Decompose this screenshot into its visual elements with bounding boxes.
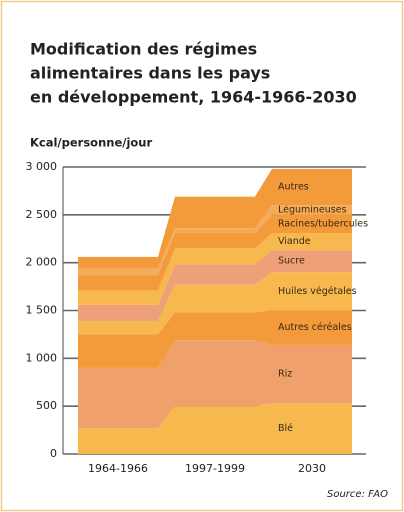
transition [255, 168, 272, 229]
transition [158, 406, 175, 454]
transition [255, 205, 272, 234]
segment [78, 275, 158, 291]
segment [272, 250, 352, 273]
segment-label: Autres [278, 182, 309, 193]
segment-label: Sucre [278, 256, 305, 267]
segment-label: Légumineuses [278, 205, 347, 216]
segment [272, 272, 352, 311]
segment-label: Racines/tubercules [278, 218, 368, 229]
segment [78, 367, 158, 429]
segment [78, 428, 158, 454]
segment [272, 214, 352, 234]
transition [158, 233, 175, 291]
transition [158, 284, 175, 335]
y-axis-label: Kcal/personne/jour [30, 136, 152, 150]
transition [158, 264, 175, 322]
x-tick-label: 2030 [298, 462, 326, 475]
segment [175, 264, 255, 285]
transition [158, 196, 175, 269]
segment [175, 284, 255, 313]
segment [78, 334, 158, 368]
transition [158, 228, 175, 276]
segment-label: Blé [278, 423, 293, 434]
segment [272, 310, 352, 345]
segment [175, 248, 255, 265]
transition [255, 403, 272, 454]
chart-title: en développement, 1964-1966-2030 [30, 88, 357, 107]
transition [255, 250, 272, 285]
segment [272, 344, 352, 404]
segment-label: Huiles végétales [278, 286, 357, 297]
segment [175, 233, 255, 249]
y-tick-label: 1 500 [26, 304, 58, 317]
transition [158, 248, 175, 305]
x-tick-label: 1964-1966 [88, 462, 148, 475]
chart-title: alimentaires dans les pays [30, 64, 270, 83]
y-tick-label: 500 [36, 399, 57, 412]
x-tick-label: 1997-1999 [185, 462, 245, 475]
segment-label: Autres céréales [278, 322, 352, 333]
segment-label: Riz [278, 369, 292, 380]
segment [78, 268, 158, 276]
transition [158, 340, 175, 429]
source: Source: FAO [327, 489, 388, 500]
transition [255, 233, 272, 265]
transition [255, 310, 272, 345]
segment [78, 256, 158, 269]
segment [175, 312, 255, 341]
segment [175, 196, 255, 229]
segment [78, 304, 158, 322]
segment [272, 168, 352, 206]
segment-label: Viande [278, 236, 311, 247]
segment [272, 403, 352, 454]
segment [175, 406, 255, 454]
segment [78, 321, 158, 335]
transition [158, 312, 175, 368]
y-tick-label: 0 [50, 447, 57, 460]
transition [255, 214, 272, 249]
y-tick-label: 1 000 [26, 351, 58, 364]
segment [175, 340, 255, 407]
segment [272, 233, 352, 251]
segment [272, 205, 352, 215]
transition [255, 340, 272, 407]
y-tick-label: 2 000 [26, 256, 58, 269]
segment [175, 228, 255, 234]
segment [78, 290, 158, 305]
y-tick-label: 3 000 [26, 160, 58, 173]
y-tick-label: 2 500 [26, 208, 58, 221]
transition [255, 272, 272, 313]
chart-title: Modification des régimes [30, 40, 257, 59]
